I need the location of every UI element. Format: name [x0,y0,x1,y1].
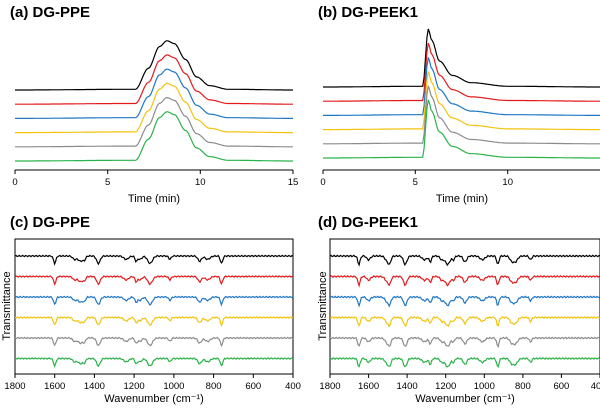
panel-d-series-6 [329,356,600,369]
panel-b-curves [323,28,600,159]
panel-d: (d) DG-PEEK1 1800 1600 1400 1200 1000 800 600 4… [317,214,600,405]
panel-c-series-4 [14,316,294,328]
panel-a-series-6 [15,111,293,162]
panel-c-tick-label: 1800 [4,381,25,392]
panel-d-tick-label: 1000 [474,381,495,392]
panel-b-ticks: 0 5 10 [320,170,513,188]
panel-b-series-6 [323,99,600,159]
panel-d-tick-label: 600 [553,381,569,392]
panel-c-tick-label: 600 [245,381,261,392]
panel-c-series-5 [14,336,294,348]
panel-a-x-label: Time (min) [128,193,180,205]
panel-c-tick-label: 1000 [163,381,184,392]
panel-b-series-4 [323,71,600,131]
panel-a-tick-label: 15 [288,177,299,188]
panel-d-tick-label: 1200 [435,381,456,392]
panel-b-series-3 [323,57,600,116]
panel-d-tick-label: 40 [591,381,600,392]
panel-a-tick-label: 10 [195,177,206,188]
panel-d-frame [329,238,600,375]
panel-d-tick-label: 1400 [397,381,418,392]
panel-c-tick-label: 1400 [84,381,105,392]
panel-d-tick-label: 1600 [358,381,379,392]
panel-d-series-5 [329,336,600,349]
panel-c-x-label: Wavenumber (cm⁻¹) [104,393,204,405]
panel-a-curves [15,40,293,162]
panel-a-series-2 [15,54,293,105]
panel-a-series-3 [15,68,293,119]
panel-c-series-6 [14,357,294,368]
panel-c-tick-label: 1600 [44,381,65,392]
panel-c-series-1 [14,254,294,266]
panel-c-curves [14,254,294,368]
panel-b-x-label: Time (min) [436,193,488,205]
panel-d-tick-label: 1800 [319,381,340,392]
panel-c-title: (c) DG-PPE [10,214,90,231]
panel-b-tick-label: 10 [502,177,513,188]
panel-d-curves [329,254,600,369]
panel-d-y-label: Transmittance [317,271,329,340]
panel-c: (c) DG-PPE 1800 1600 1400 1200 1000 800 600 400… [1,214,301,405]
panel-b-title: (b) DG-PEEK1 [318,4,418,21]
panel-d-ticks: 1800 1600 1400 1200 1000 800 600 40 [319,374,600,392]
panel-d-series-4 [329,315,600,328]
panel-b-tick-label: 0 [320,177,325,188]
panel-d-x-label: Wavenumber (cm⁻¹) [415,393,515,405]
panel-c-series-3 [14,295,294,307]
panel-a-title: (a) DG-PPE [10,4,90,21]
panel-b-series-1 [323,28,600,88]
panel-d-series-1 [329,254,600,267]
panel-b-series-2 [323,43,600,102]
panel-a-tick-label: 5 [105,177,110,188]
panel-d-tick-label: 800 [515,381,531,392]
panel-b-tick-label: 5 [413,177,418,188]
panel-a-series-4 [15,82,293,134]
panel-c-frame [14,238,294,375]
panel-b-series-5 [323,85,600,145]
panel-d-series-2 [329,274,600,288]
panel-d-title: (d) DG-PEEK1 [318,214,418,231]
panel-c-y-label: Transmittance [1,271,13,340]
panel-c-ticks: 1800 1600 1400 1200 1000 800 600 400 [4,374,301,392]
panel-a-series-5 [15,97,293,148]
panel-d-series-3 [329,295,600,308]
panel-c-series-2 [14,275,294,286]
panel-c-tick-label: 400 [285,381,301,392]
panel-a-ticks: 0 5 10 15 [12,170,298,188]
panel-a-series-1 [15,40,293,91]
panel-a: (a) DG-PPE 0 5 10 15 Time (min) [10,4,298,205]
panel-b: (b) DG-PEEK1 0 5 10 Time (min) [318,4,600,205]
panel-a-tick-label: 0 [12,177,17,188]
panel-c-tick-label: 1200 [124,381,145,392]
panel-c-tick-label: 800 [206,381,222,392]
